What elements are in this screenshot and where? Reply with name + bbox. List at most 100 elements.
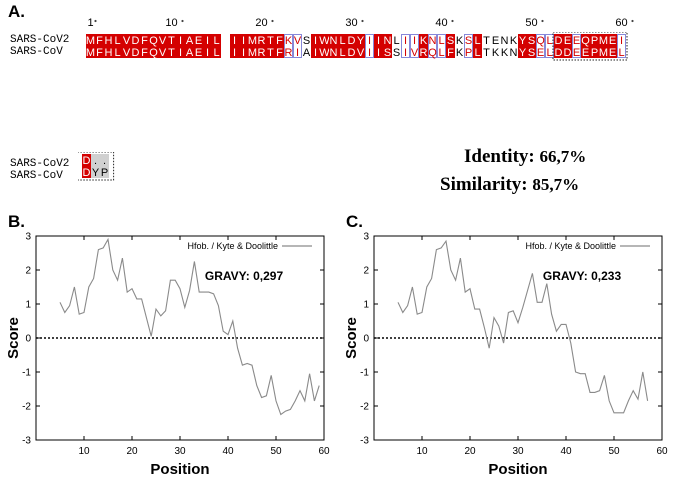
x-tick-label: 50 [608,446,620,457]
identical-column [104,34,113,58]
residue: I [314,35,317,47]
residue: W [319,47,330,59]
y-axis-label: Score [343,317,360,359]
similar-column-box [401,34,410,58]
y-tick-label: -2 [22,402,31,413]
ruler-number: 20 [255,17,267,29]
residue: P [591,35,598,47]
residue: L [393,35,399,47]
identical-column [311,34,320,58]
identical-column [149,34,158,58]
residue: L [114,35,120,47]
identical-column [257,34,266,58]
x-tick-label: 20 [126,446,138,457]
identical-column [419,34,428,58]
residue: F [96,35,103,47]
residue: K [456,47,464,59]
residue: N [330,47,338,59]
residue: P [101,167,108,179]
y-tick-label: 0 [25,334,31,345]
identical-column [248,34,257,58]
ruler-number: 1 [87,17,93,29]
y-tick-label: -1 [360,368,369,379]
residue: H [105,35,113,47]
residue: K [420,35,428,47]
residue: D [132,47,140,59]
residue: L [546,47,552,59]
identical-column [275,34,284,58]
residue: H [105,47,113,59]
residue: Q [428,47,437,59]
identical-column [158,34,167,58]
identical-column [329,34,338,58]
identical-column [599,34,608,58]
identical-column [473,34,482,58]
residue: L [213,47,219,59]
sequence-name-sars-cov: SARS-CoV [10,46,63,58]
residue: I [620,35,623,47]
alignment-row-1: MMFFHHLLVVDDFFQQVVTTIIAAEEIILLLIIIIIMMRR… [86,32,628,61]
identical-column [122,34,131,58]
ruler-dot [181,19,184,23]
x-axis-label: Position [150,461,209,478]
y-tick-label: 1 [25,300,31,311]
residue: M [86,47,95,59]
residue: K [501,47,509,59]
y-tick-label: -1 [22,368,31,379]
residue: M [248,35,257,47]
residue: D [83,167,91,179]
residue: L [438,35,444,47]
residue: V [159,47,167,59]
x-tick-label: 30 [174,446,186,457]
ruler-dot [361,19,364,23]
residue: Q [536,35,545,47]
identical-column [167,34,176,58]
identical-column [212,34,221,58]
y-tick-label: -2 [360,402,369,413]
panel-label-a: A. [8,2,25,21]
residue: L [474,47,480,59]
similar-column-box [410,34,419,58]
residue: L [222,35,228,47]
identical-column [131,34,140,58]
identical-column [140,34,149,58]
residue: E [537,47,544,59]
x-tick-label: 60 [656,446,668,457]
identical-column [518,34,527,58]
ruler-number: 50 [525,17,537,29]
residue: M [599,47,608,59]
similarity-label: Similarity [440,174,522,195]
residue: D [348,47,356,59]
similar-column-box [536,34,545,58]
residue: V [123,47,131,59]
x-tick-label: 60 [318,446,330,457]
residue: I [179,35,182,47]
identical-column [176,34,185,58]
ruler-dot [451,19,454,23]
residue: N [429,35,437,47]
residue: . [94,155,97,167]
identical-column [446,34,455,58]
legend-label: Hfob. / Kyte & Doolittle [525,241,616,251]
residue: E [609,35,616,47]
residue: K [510,35,518,47]
ruler-dot [94,19,97,23]
residue: I [404,47,407,59]
similarity-stat: Similarity: 85,7% [440,174,580,195]
identical-column [383,34,392,58]
residue: I [233,35,236,47]
residue: V [123,35,131,47]
residue: T [168,47,175,59]
identical-column [563,34,572,58]
residue: Y [519,35,527,47]
residue: I [224,47,227,59]
residue: F [276,47,283,59]
residue: D [555,35,563,47]
identical-column [590,34,599,58]
residue: S [384,47,391,59]
y-axis-label: Score [5,317,22,359]
residue: E [564,35,571,47]
residue: N [330,35,338,47]
residue: D [83,155,91,167]
